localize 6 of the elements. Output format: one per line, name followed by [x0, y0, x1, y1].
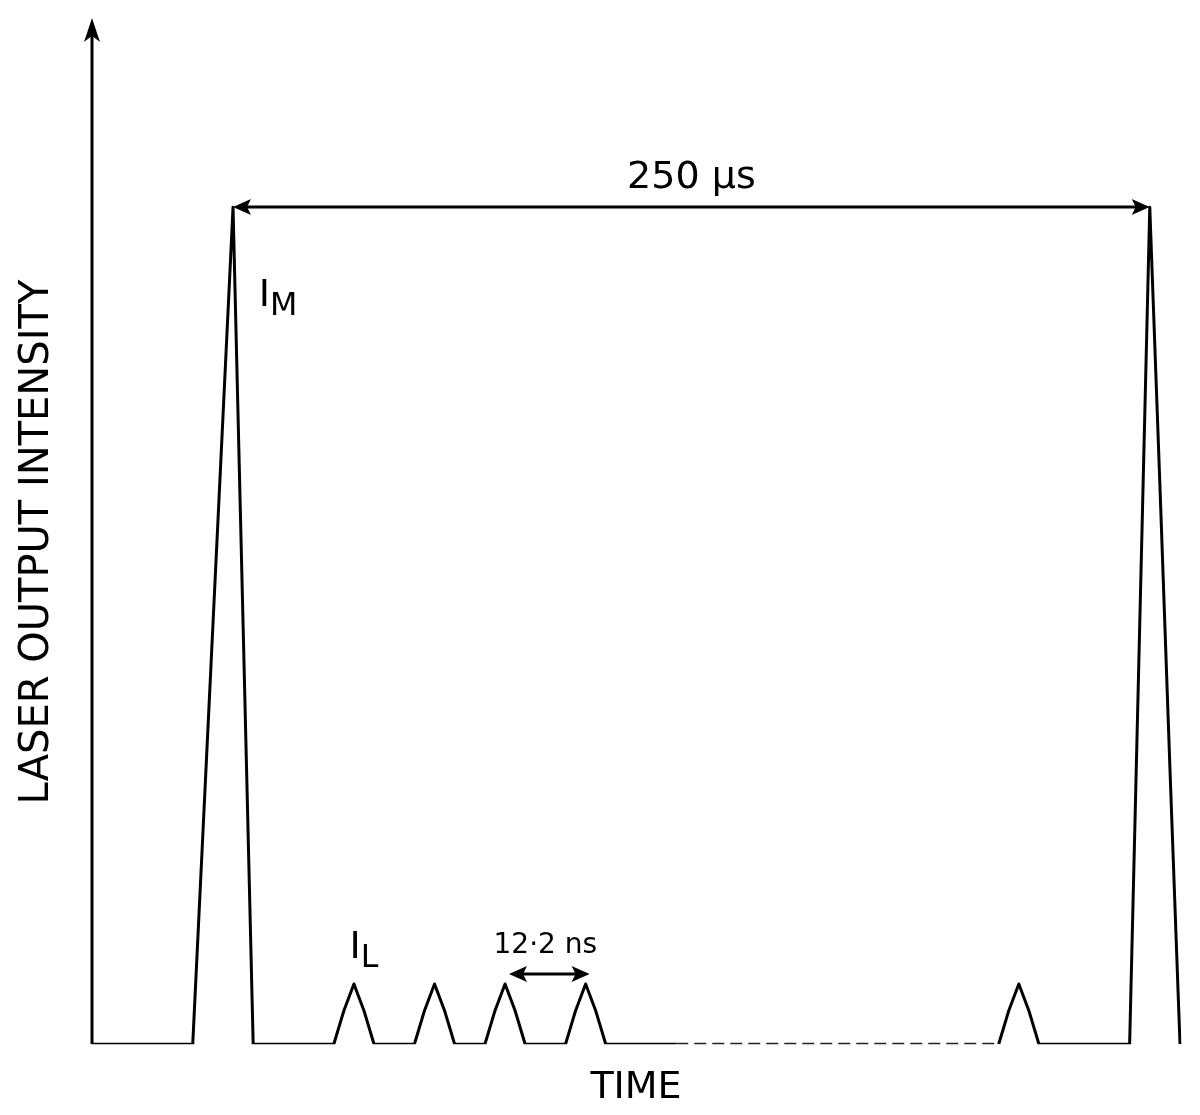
annotation: 12·2 ns — [493, 926, 598, 960]
x-axis-title: TIME — [589, 1063, 682, 1108]
annotation: I$_{L}$ — [349, 923, 379, 974]
text: 250 µs — [627, 153, 756, 198]
annotation: I$_{M}$ — [258, 271, 298, 323]
y-axis-title: LASER OUTPUT INTENSITY — [11, 279, 58, 805]
